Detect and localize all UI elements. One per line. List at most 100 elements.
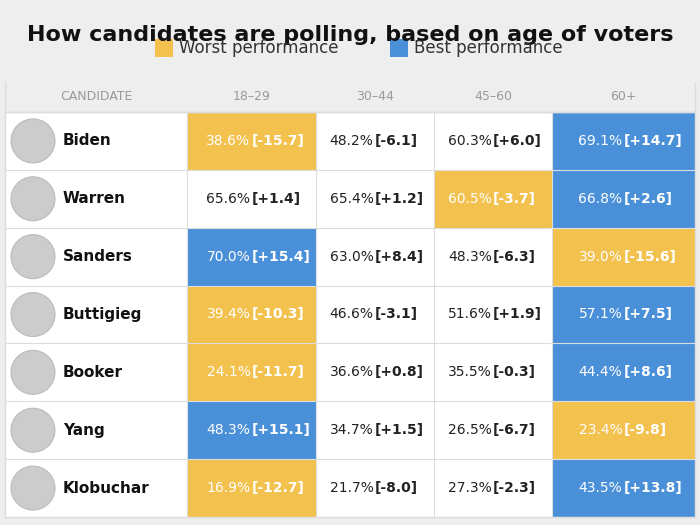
Text: [+8.6]: [+8.6]	[624, 365, 673, 380]
Text: Buttigieg: Buttigieg	[63, 307, 142, 322]
Bar	[188, 228, 316, 286]
Bar	[552, 343, 695, 401]
Text: [-6.7]: [-6.7]	[493, 423, 536, 437]
Bar	[552, 112, 695, 170]
Bar	[5, 401, 695, 459]
Text: [+1.4]: [+1.4]	[251, 192, 300, 206]
Text: [-3.7]: [-3.7]	[493, 192, 536, 206]
Bar	[316, 286, 434, 343]
Circle shape	[11, 350, 55, 394]
Bar	[188, 170, 316, 228]
Text: [-8.0]: [-8.0]	[374, 481, 418, 495]
Text: [-12.7]: [-12.7]	[251, 481, 304, 495]
Text: 39.4%: 39.4%	[206, 308, 251, 321]
Text: 65.4%: 65.4%	[330, 192, 374, 206]
Bar	[5, 170, 695, 228]
Text: [-6.3]: [-6.3]	[493, 250, 536, 264]
Bar	[316, 401, 434, 459]
Text: [+15.4]: [+15.4]	[251, 250, 310, 264]
Bar	[552, 286, 695, 343]
Bar	[316, 228, 434, 286]
Text: 43.5%: 43.5%	[579, 481, 622, 495]
Circle shape	[11, 177, 55, 221]
Text: Sanders: Sanders	[63, 249, 133, 264]
Text: 45–60: 45–60	[474, 90, 512, 103]
Text: [+14.7]: [+14.7]	[624, 134, 682, 148]
Bar	[390, 39, 408, 57]
Text: [+8.4]: [+8.4]	[374, 250, 423, 264]
Text: Yang: Yang	[63, 423, 105, 438]
Bar	[5, 286, 695, 343]
Bar	[434, 112, 552, 170]
Text: [-0.3]: [-0.3]	[493, 365, 536, 380]
Text: 44.4%: 44.4%	[579, 365, 622, 380]
Text: 60.3%: 60.3%	[448, 134, 492, 148]
Text: Booker: Booker	[63, 365, 123, 380]
Bar	[5, 343, 695, 401]
Text: [-2.3]: [-2.3]	[493, 481, 536, 495]
Bar	[316, 343, 434, 401]
Text: 38.6%: 38.6%	[206, 134, 251, 148]
Text: 69.1%: 69.1%	[578, 134, 622, 148]
Text: Klobuchar: Klobuchar	[63, 480, 150, 496]
Text: [+7.5]: [+7.5]	[624, 308, 673, 321]
Text: 60.5%: 60.5%	[448, 192, 492, 206]
Text: 66.8%: 66.8%	[578, 192, 622, 206]
Text: [+1.2]: [+1.2]	[374, 192, 423, 206]
Text: CANDIDATE: CANDIDATE	[60, 90, 132, 103]
Text: 48.3%: 48.3%	[448, 250, 492, 264]
Text: 24.1%: 24.1%	[206, 365, 251, 380]
Text: [-11.7]: [-11.7]	[251, 365, 304, 380]
Text: 27.3%: 27.3%	[448, 481, 492, 495]
Bar	[552, 401, 695, 459]
Text: [+1.5]: [+1.5]	[374, 423, 423, 437]
Text: 30–44: 30–44	[356, 90, 393, 103]
Text: [-15.6]: [-15.6]	[624, 250, 676, 264]
Bar	[188, 343, 316, 401]
Bar	[552, 228, 695, 286]
Text: 57.1%: 57.1%	[579, 308, 622, 321]
Bar	[188, 459, 316, 517]
Text: Best performance: Best performance	[414, 39, 563, 57]
Text: 46.6%: 46.6%	[330, 308, 374, 321]
Text: [+13.8]: [+13.8]	[624, 481, 682, 495]
Text: [+15.1]: [+15.1]	[251, 423, 310, 437]
Text: [+2.6]: [+2.6]	[624, 192, 673, 206]
Text: 18–29: 18–29	[232, 90, 270, 103]
Text: 39.0%: 39.0%	[579, 250, 622, 264]
Text: 60+: 60+	[610, 90, 637, 103]
Bar	[316, 170, 434, 228]
Bar	[5, 112, 695, 170]
Text: Biden: Biden	[63, 133, 112, 149]
Circle shape	[11, 235, 55, 279]
Bar	[552, 459, 695, 517]
Text: 70.0%: 70.0%	[206, 250, 251, 264]
Text: [-9.8]: [-9.8]	[624, 423, 666, 437]
Bar	[434, 459, 552, 517]
Text: 26.5%: 26.5%	[448, 423, 492, 437]
Bar	[434, 343, 552, 401]
Text: 48.2%: 48.2%	[330, 134, 374, 148]
Text: Warren: Warren	[63, 191, 126, 206]
Circle shape	[11, 119, 55, 163]
Text: [+1.9]: [+1.9]	[493, 308, 542, 321]
Text: 21.7%: 21.7%	[330, 481, 374, 495]
Text: Worst performance: Worst performance	[179, 39, 339, 57]
Bar	[5, 228, 695, 286]
Bar	[552, 170, 695, 228]
Text: 23.4%: 23.4%	[579, 423, 622, 437]
Bar	[434, 286, 552, 343]
Circle shape	[11, 408, 55, 452]
Text: [+0.8]: [+0.8]	[374, 365, 423, 380]
Circle shape	[11, 466, 55, 510]
Text: [-10.3]: [-10.3]	[251, 308, 304, 321]
Text: 34.7%: 34.7%	[330, 423, 374, 437]
Bar	[155, 39, 173, 57]
Text: [+6.0]: [+6.0]	[493, 134, 542, 148]
Text: [-6.1]: [-6.1]	[374, 134, 418, 148]
Text: 48.3%: 48.3%	[206, 423, 251, 437]
Circle shape	[11, 292, 55, 337]
Text: 51.6%: 51.6%	[448, 308, 492, 321]
Bar	[5, 82, 695, 112]
Bar	[188, 286, 316, 343]
